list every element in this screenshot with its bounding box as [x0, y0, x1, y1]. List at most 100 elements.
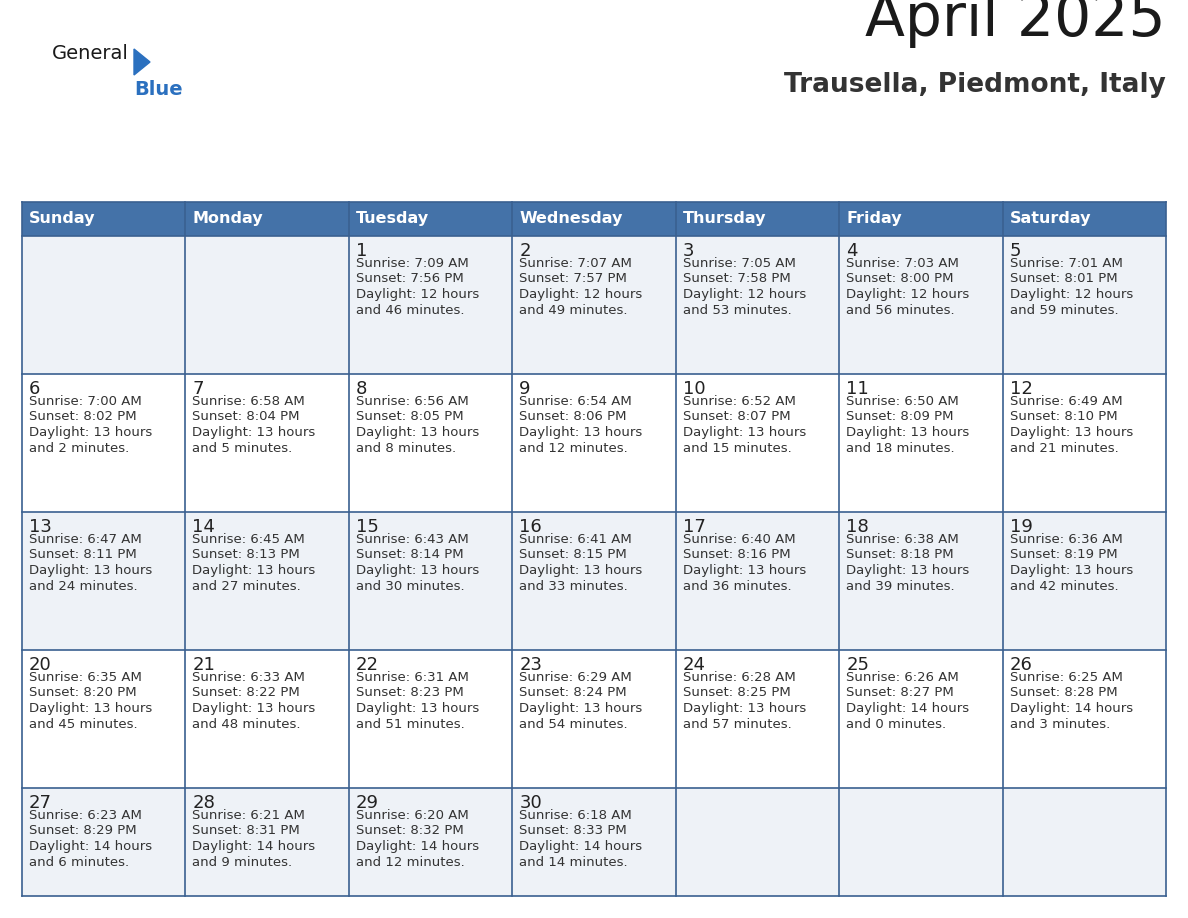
Text: and 30 minutes.: and 30 minutes. [356, 579, 465, 592]
Text: Sunset: 8:23 PM: Sunset: 8:23 PM [356, 687, 463, 700]
Bar [676, 374, 839, 512]
Bar [839, 374, 1003, 512]
Text: 13: 13 [29, 518, 52, 536]
Bar [676, 512, 839, 650]
Text: 8: 8 [356, 380, 367, 398]
Bar [185, 512, 349, 650]
Text: and 46 minutes.: and 46 minutes. [356, 304, 465, 317]
Text: Sunrise: 7:09 AM: Sunrise: 7:09 AM [356, 257, 468, 270]
Text: Sunset: 8:24 PM: Sunset: 8:24 PM [519, 687, 627, 700]
Text: Tuesday: Tuesday [356, 211, 429, 227]
Text: 24: 24 [683, 656, 706, 674]
Text: Wednesday: Wednesday [519, 211, 623, 227]
Text: Sunday: Sunday [29, 211, 95, 227]
Text: 15: 15 [356, 518, 379, 536]
Text: and 6 minutes.: and 6 minutes. [29, 856, 129, 868]
Text: and 42 minutes.: and 42 minutes. [1010, 579, 1118, 592]
Text: Sunrise: 6:36 AM: Sunrise: 6:36 AM [1010, 533, 1123, 546]
Text: 23: 23 [519, 656, 542, 674]
Text: General: General [52, 44, 128, 63]
Text: Sunrise: 6:43 AM: Sunrise: 6:43 AM [356, 533, 468, 546]
Text: 25: 25 [846, 656, 870, 674]
Bar [185, 236, 349, 374]
Text: Sunset: 8:01 PM: Sunset: 8:01 PM [1010, 273, 1117, 285]
Text: and 3 minutes.: and 3 minutes. [1010, 718, 1110, 731]
Text: Sunrise: 6:38 AM: Sunrise: 6:38 AM [846, 533, 959, 546]
Text: 2: 2 [519, 242, 531, 260]
Bar [23, 788, 185, 896]
Text: and 18 minutes.: and 18 minutes. [846, 442, 955, 454]
Bar [512, 650, 676, 788]
Text: Sunrise: 6:41 AM: Sunrise: 6:41 AM [519, 533, 632, 546]
Bar [185, 788, 349, 896]
Text: Sunset: 8:33 PM: Sunset: 8:33 PM [519, 824, 627, 837]
Bar [839, 202, 1003, 236]
Text: Sunset: 8:09 PM: Sunset: 8:09 PM [846, 410, 954, 423]
Bar [349, 202, 512, 236]
Text: Sunset: 8:02 PM: Sunset: 8:02 PM [29, 410, 137, 423]
Text: Daylight: 14 hours: Daylight: 14 hours [29, 840, 152, 853]
Text: Daylight: 13 hours: Daylight: 13 hours [519, 702, 643, 715]
Bar [676, 650, 839, 788]
Text: Sunset: 8:29 PM: Sunset: 8:29 PM [29, 824, 137, 837]
Text: 12: 12 [1010, 380, 1032, 398]
Text: 9: 9 [519, 380, 531, 398]
Bar [1003, 202, 1165, 236]
Text: Sunrise: 6:28 AM: Sunrise: 6:28 AM [683, 671, 796, 684]
Text: and 39 minutes.: and 39 minutes. [846, 579, 955, 592]
Text: 10: 10 [683, 380, 706, 398]
Text: 3: 3 [683, 242, 694, 260]
Bar [676, 202, 839, 236]
Text: and 5 minutes.: and 5 minutes. [192, 442, 292, 454]
Bar [1003, 650, 1165, 788]
Text: Sunrise: 6:50 AM: Sunrise: 6:50 AM [846, 395, 959, 408]
Text: Daylight: 12 hours: Daylight: 12 hours [356, 288, 479, 301]
Text: and 27 minutes.: and 27 minutes. [192, 579, 302, 592]
Text: and 8 minutes.: and 8 minutes. [356, 442, 456, 454]
Text: Sunset: 8:05 PM: Sunset: 8:05 PM [356, 410, 463, 423]
Bar [1003, 512, 1165, 650]
Text: Sunset: 7:56 PM: Sunset: 7:56 PM [356, 273, 463, 285]
Bar [839, 788, 1003, 896]
Text: Daylight: 13 hours: Daylight: 13 hours [683, 702, 805, 715]
Text: 26: 26 [1010, 656, 1032, 674]
Text: Daylight: 14 hours: Daylight: 14 hours [1010, 702, 1132, 715]
Text: Sunrise: 6:26 AM: Sunrise: 6:26 AM [846, 671, 959, 684]
Text: Daylight: 12 hours: Daylight: 12 hours [683, 288, 805, 301]
Bar [676, 788, 839, 896]
Text: Sunrise: 7:03 AM: Sunrise: 7:03 AM [846, 257, 959, 270]
Bar [23, 236, 185, 374]
Text: Sunset: 7:57 PM: Sunset: 7:57 PM [519, 273, 627, 285]
Text: and 0 minutes.: and 0 minutes. [846, 718, 947, 731]
Text: and 56 minutes.: and 56 minutes. [846, 304, 955, 317]
Text: 30: 30 [519, 794, 542, 812]
Text: Sunrise: 6:25 AM: Sunrise: 6:25 AM [1010, 671, 1123, 684]
Text: Daylight: 12 hours: Daylight: 12 hours [1010, 288, 1133, 301]
Text: 18: 18 [846, 518, 868, 536]
Text: Sunrise: 6:40 AM: Sunrise: 6:40 AM [683, 533, 795, 546]
Bar [349, 650, 512, 788]
Text: 14: 14 [192, 518, 215, 536]
Text: Blue: Blue [134, 80, 183, 99]
Text: Daylight: 13 hours: Daylight: 13 hours [846, 564, 969, 577]
Text: Sunrise: 6:49 AM: Sunrise: 6:49 AM [1010, 395, 1123, 408]
Bar [676, 236, 839, 374]
Text: Sunset: 7:58 PM: Sunset: 7:58 PM [683, 273, 790, 285]
Text: Daylight: 13 hours: Daylight: 13 hours [192, 426, 316, 439]
Bar [349, 788, 512, 896]
Text: and 9 minutes.: and 9 minutes. [192, 856, 292, 868]
Text: Sunset: 8:32 PM: Sunset: 8:32 PM [356, 824, 463, 837]
Text: Sunset: 8:10 PM: Sunset: 8:10 PM [1010, 410, 1117, 423]
Text: Sunset: 8:04 PM: Sunset: 8:04 PM [192, 410, 299, 423]
Bar [839, 512, 1003, 650]
Text: 11: 11 [846, 380, 868, 398]
Text: and 45 minutes.: and 45 minutes. [29, 718, 138, 731]
Text: 28: 28 [192, 794, 215, 812]
Bar [23, 374, 185, 512]
Text: Sunrise: 7:01 AM: Sunrise: 7:01 AM [1010, 257, 1123, 270]
Text: Daylight: 14 hours: Daylight: 14 hours [846, 702, 969, 715]
Text: Sunrise: 6:29 AM: Sunrise: 6:29 AM [519, 671, 632, 684]
Bar [1003, 788, 1165, 896]
Text: 22: 22 [356, 656, 379, 674]
Text: Sunrise: 6:33 AM: Sunrise: 6:33 AM [192, 671, 305, 684]
